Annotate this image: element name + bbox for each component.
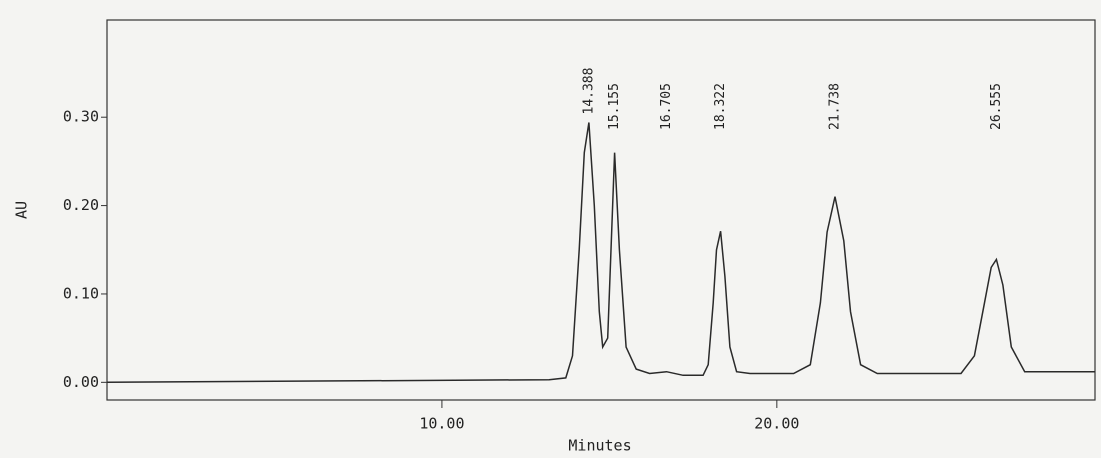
peak-label: 16.705 <box>659 83 674 130</box>
y-axis-label: AU <box>13 201 31 219</box>
x-axis-label: Minutes <box>568 437 631 455</box>
y-tick-label: 0.30 <box>63 108 99 126</box>
y-tick-label: 0.20 <box>63 196 99 214</box>
plot-frame <box>106 19 1096 401</box>
peak-label: 21.738 <box>828 83 843 130</box>
x-tick-label: 20.00 <box>754 415 799 433</box>
signal-line <box>106 122 1095 384</box>
peak-label: 14.388 <box>581 68 596 115</box>
peak-label: 18.322 <box>713 83 728 130</box>
x-tick-label: 10.00 <box>419 415 464 433</box>
y-tick-label: 0.10 <box>63 284 99 302</box>
peak-label: 26.555 <box>989 83 1004 130</box>
peak-label: 15.155 <box>607 83 622 130</box>
y-tick-label: 0.00 <box>63 373 99 391</box>
